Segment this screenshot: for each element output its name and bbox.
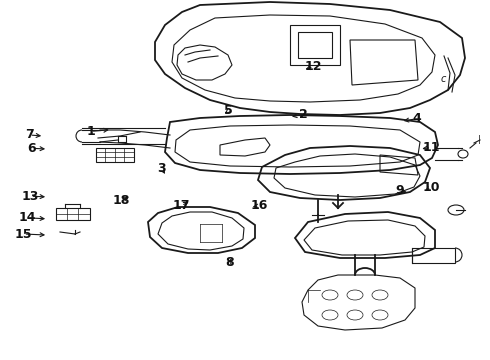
Text: 6: 6 bbox=[27, 142, 36, 155]
Text: 1: 1 bbox=[86, 125, 95, 138]
Text: 14: 14 bbox=[18, 211, 36, 224]
Text: 10: 10 bbox=[422, 181, 440, 194]
Text: 9: 9 bbox=[395, 184, 404, 197]
Text: 16: 16 bbox=[251, 199, 269, 212]
Text: 3: 3 bbox=[157, 162, 166, 175]
Text: 4: 4 bbox=[412, 112, 421, 125]
Text: 13: 13 bbox=[22, 190, 39, 203]
Text: 2: 2 bbox=[299, 108, 308, 121]
Text: 11: 11 bbox=[422, 141, 440, 154]
Text: 18: 18 bbox=[113, 194, 130, 207]
Text: 17: 17 bbox=[172, 199, 190, 212]
Text: 12: 12 bbox=[305, 60, 322, 73]
Text: 15: 15 bbox=[15, 228, 32, 240]
Text: 5: 5 bbox=[224, 104, 233, 117]
Text: |: | bbox=[478, 135, 481, 144]
Text: 8: 8 bbox=[225, 256, 234, 269]
Text: 7: 7 bbox=[25, 129, 34, 141]
Text: c: c bbox=[441, 74, 446, 84]
